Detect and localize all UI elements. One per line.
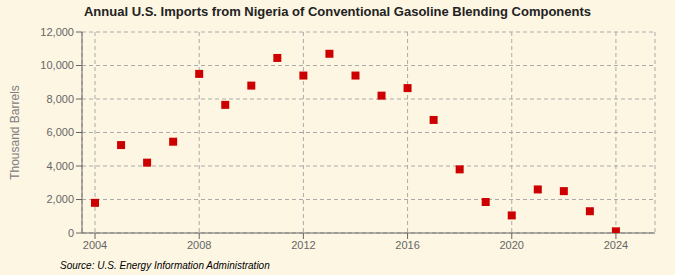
html-text:Source: U.S. Energy Informatio: Source: U.S. Energy Information Administ… — [60, 260, 270, 271]
html-text:Annual U.S. Imports from Niger: Annual U.S. Imports from Nigeria of Conv… — [84, 4, 591, 19]
svg-text:Thousand Barrels: Thousand Barrels — [8, 85, 22, 180]
svg-text:2020: 2020 — [500, 239, 524, 251]
svg-text:2,000: 2,000 — [46, 193, 74, 205]
svg-text:2016: 2016 — [395, 239, 419, 251]
svg-text:2008: 2008 — [187, 239, 211, 251]
svg-text:2012: 2012 — [291, 239, 315, 251]
svg-text:2004: 2004 — [83, 239, 107, 251]
svg-text:4,000: 4,000 — [46, 160, 74, 172]
svg-text:10,000: 10,000 — [40, 59, 74, 71]
svg-text:12,000: 12,000 — [40, 26, 74, 38]
svg-text:8,000: 8,000 — [46, 93, 74, 105]
svg-text:6,000: 6,000 — [46, 126, 74, 138]
svg-text:2024: 2024 — [604, 239, 628, 251]
svg-text:0: 0 — [68, 227, 74, 239]
